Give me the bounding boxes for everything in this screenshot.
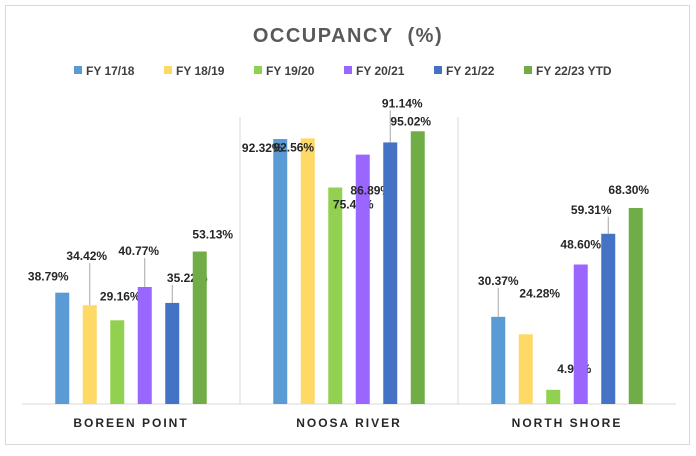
data-label: 59.31% [571,203,612,217]
category-label: NORTH SHORE [512,416,623,430]
data-label: 68.30% [608,183,649,197]
category-label: BOREEN POINT [73,416,188,430]
legend-swatch [164,66,172,74]
bar [546,389,561,404]
bar [628,207,643,404]
legend-label: FY 20/21 [356,64,405,78]
legend: FY 17/18 FY 18/19 FY 19/20 FY 20/21 FY 21/22… [74,64,612,78]
bar [137,286,152,404]
legend-label: FY 22/23 YTD [536,64,612,78]
data-label: 95.02% [390,114,431,128]
bar [165,302,180,404]
legend-label: FY 17/18 [86,64,135,78]
data-label: 24.28% [519,286,560,300]
legend-swatch [254,66,262,74]
legend-swatch [524,66,532,74]
data-label: 92.32% [242,141,283,155]
bar [192,251,207,404]
data-label: 92.56% [273,140,314,154]
data-label: 34.42% [66,249,107,263]
data-label: 48.60% [560,238,601,252]
category-label: NOOSA RIVER [296,416,402,430]
bar [55,292,70,404]
bar [410,131,425,404]
data-label: 29.16% [100,289,141,303]
bar [491,316,506,404]
bar [573,264,588,404]
bar [273,139,288,404]
plot-area: 38.79%34.42%29.16%40.77%35.22%53.13%BORE… [22,96,676,430]
data-label: 38.79% [28,270,69,284]
bar [82,305,97,404]
bar [110,320,125,404]
bar [328,187,343,404]
data-label: 91.14% [382,96,423,110]
data-label: 86.89% [350,184,391,198]
legend-swatch [74,66,82,74]
bar [601,233,616,404]
bar [518,334,533,404]
bar [355,154,370,404]
chart-title: OCCUPANCY (%) [253,25,443,47]
data-label: 40.77% [118,244,159,258]
legend-swatch [344,66,352,74]
bar [383,142,398,404]
legend-label: FY 19/20 [266,64,315,78]
data-label: 30.37% [478,274,519,288]
data-label: 53.13% [192,228,233,242]
legend-label: FY 21/22 [446,64,495,78]
legend-label: FY 18/19 [176,64,225,78]
legend-swatch [434,66,442,74]
bar [300,138,315,405]
